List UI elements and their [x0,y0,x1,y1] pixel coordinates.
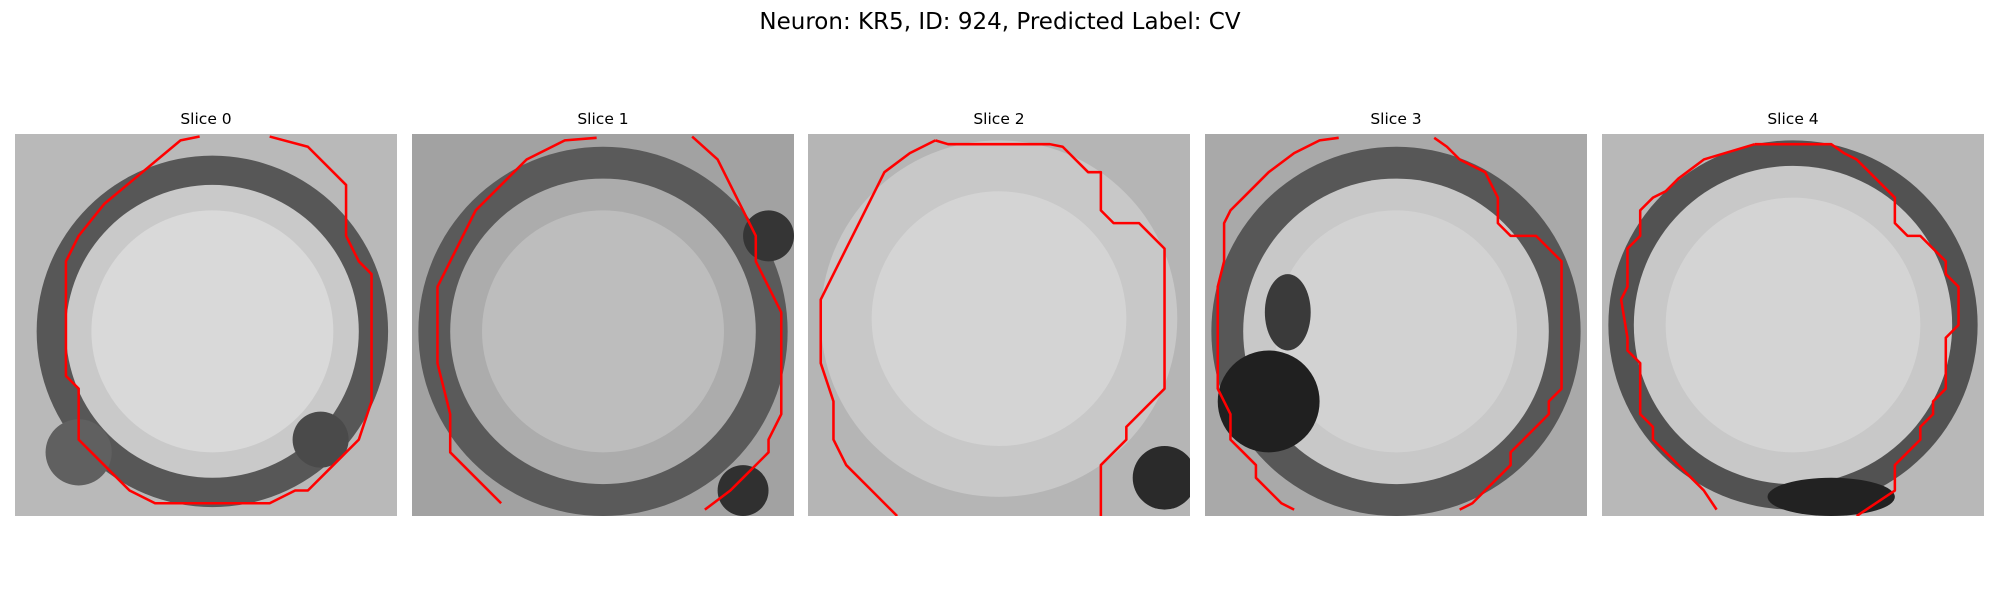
slice-image-4 [1602,134,1984,516]
contour-line-0 [64,135,373,505]
contour-line-4a [1619,142,1756,511]
slice-title-2: Slice 2 [973,110,1025,128]
contour-line-2a [819,139,936,516]
contour-line-3b [1433,136,1563,511]
contour-line-3a [1216,136,1339,511]
slice-panel-3: Slice 3 [1205,108,1587,516]
contour-line-2b [934,139,1166,516]
slice-title-3: Slice 3 [1370,110,1422,128]
slice-panel-4: Slice 4 [1602,108,1984,516]
slice-image-1 [412,134,794,516]
contour-line-1a [436,136,597,505]
slice-image-0 [15,134,397,516]
slice-title-0: Slice 0 [180,110,232,128]
slice-panel-2: Slice 2 [808,108,1190,516]
contour-line-1b [691,135,783,511]
slice-title-4: Slice 4 [1767,110,1819,128]
figure-title: Neuron: KR5, ID: 924, Predicted Label: C… [759,9,1241,35]
contour-line-4b [1754,142,1960,516]
slice-title-1: Slice 1 [577,110,629,128]
slice-panel-1: Slice 1 [412,108,794,516]
slice-image-2 [808,134,1190,516]
slice-image-3 [1205,134,1587,516]
slice-panel-0: Slice 0 [15,108,397,516]
